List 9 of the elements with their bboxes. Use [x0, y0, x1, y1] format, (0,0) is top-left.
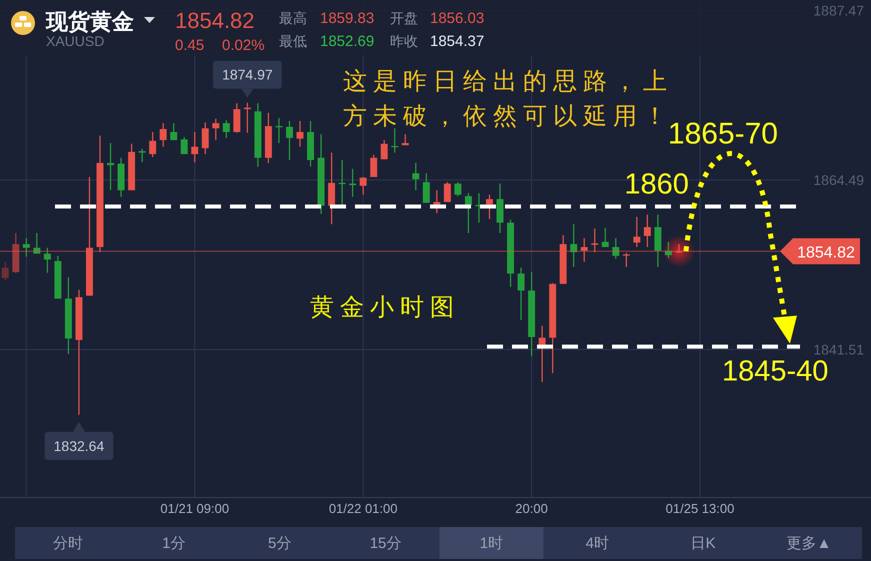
annotation: 1874.97: [222, 66, 273, 83]
annotation-resistance: 1860: [624, 168, 689, 200]
annotation-lower-target: 1845-40: [722, 356, 828, 388]
title: 现货黄金: [46, 9, 134, 34]
annotation-upper-target: 1865-70: [668, 117, 778, 150]
ref-line-label: 1854.82: [797, 244, 856, 262]
subtitle: XAUUSD: [46, 33, 104, 49]
annotation-caption: 黄金小时图: [310, 293, 460, 321]
annotation: 1832.64: [54, 438, 104, 454]
